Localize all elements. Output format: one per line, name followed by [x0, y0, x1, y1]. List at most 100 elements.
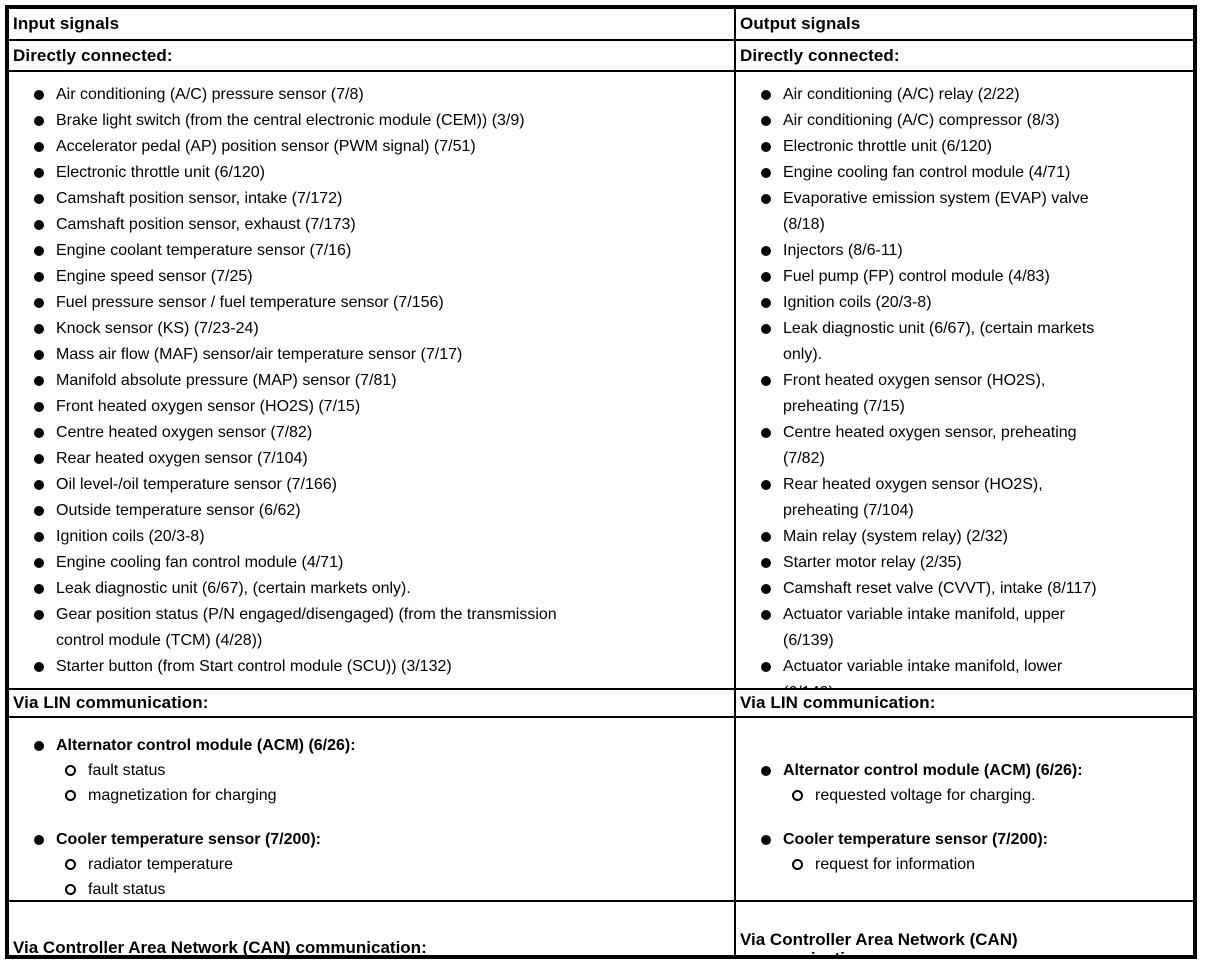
list-item: Engine cooling fan control module (4/71)	[9, 550, 734, 576]
bullet-icon	[34, 324, 44, 334]
list-item: Starter button (from Start control modul…	[9, 654, 734, 680]
open-circle-bullet-icon	[65, 790, 76, 801]
bullet-icon	[761, 90, 771, 100]
list-item-text: Centre heated oxygen sensor, preheating …	[783, 424, 1077, 467]
section-label: Directly connected:	[13, 45, 173, 65]
bullet-icon	[34, 376, 44, 386]
list-item-text: Air conditioning (A/C) relay (2/22)	[783, 86, 1020, 103]
list-item: Manifold absolute pressure (MAP) sensor …	[9, 368, 734, 394]
list-item: Outside temperature sensor (6/62)	[9, 498, 734, 524]
bullet-icon	[34, 168, 44, 178]
list-item-text: Injectors (8/6-11)	[783, 242, 903, 259]
bullet-icon	[761, 584, 771, 594]
list-item: Injectors (8/6-11)	[736, 238, 1193, 264]
list-item-text: Electronic throttle unit (6/120)	[783, 138, 992, 155]
list-item: Air conditioning (A/C) relay (2/22)	[736, 82, 1193, 108]
list-item-text: Rear heated oxygen sensor (7/104)	[56, 450, 308, 467]
lin-sub-item-text: fault status	[88, 881, 166, 898]
list-item: Gear position status (P/N engaged/diseng…	[9, 602, 734, 654]
list-item: Air conditioning (A/C) compressor (8/3)	[736, 108, 1193, 134]
bullet-icon	[34, 662, 44, 672]
list-item-text: Centre heated oxygen sensor (7/82)	[56, 424, 313, 441]
bullet-icon	[34, 741, 44, 751]
list-item-text: Mass air flow (MAF) sensor/air temperatu…	[56, 346, 463, 363]
list-item-text: Front heated oxygen sensor (HO2S), prehe…	[783, 372, 1046, 415]
list-item: Ignition coils (20/3-8)	[736, 290, 1193, 316]
list-item-text: Fuel pressure sensor / fuel temperature …	[56, 294, 444, 311]
output-directly-connected-header: Directly connected:	[736, 41, 1193, 72]
section-label: Via Controller Area Network (CAN) commun…	[740, 930, 1018, 955]
list-item: Air conditioning (A/C) pressure sensor (…	[9, 82, 734, 108]
bullet-icon	[34, 402, 44, 412]
bullet-icon	[761, 532, 771, 542]
list-item: Electronic throttle unit (6/120)	[9, 160, 734, 186]
lin-group-title: Cooler temperature sensor (7/200):	[736, 827, 1193, 852]
bullet-icon	[34, 246, 44, 256]
list-item-text: Knock sensor (KS) (7/23-24)	[56, 320, 259, 337]
bullet-icon	[34, 194, 44, 204]
bullet-icon	[761, 428, 771, 438]
list-item-text: Accelerator pedal (AP) position sensor (…	[56, 138, 476, 155]
list-item-text: Front heated oxygen sensor (HO2S) (7/15)	[56, 398, 361, 415]
lin-sub-item-text: requested voltage for charging.	[815, 787, 1036, 804]
open-circle-bullet-icon	[65, 765, 76, 776]
bullet-icon	[34, 480, 44, 490]
input-directly-connected-header: Directly connected:	[9, 41, 736, 72]
list-item-text: Electronic throttle unit (6/120)	[56, 164, 265, 181]
lin-sub-item: radiator temperature	[9, 852, 734, 877]
lin-group-title-text: Cooler temperature sensor (7/200):	[56, 831, 321, 848]
list-item: Mass air flow (MAF) sensor/air temperatu…	[9, 342, 734, 368]
bullet-icon	[761, 142, 771, 152]
list-item-text: Outside temperature sensor (6/62)	[56, 502, 301, 519]
list-item: Camshaft position sensor, exhaust (7/173…	[9, 212, 734, 238]
bullet-icon	[761, 480, 771, 490]
list-item: Engine speed sensor (7/25)	[9, 264, 734, 290]
list-item-text: Air conditioning (A/C) compressor (8/3)	[783, 112, 1060, 129]
list-item-text: Leak diagnostic unit (6/67), (certain ma…	[56, 580, 411, 597]
list-item: Camshaft position sensor, intake (7/172)	[9, 186, 734, 212]
lin-sub-item: fault status	[9, 758, 734, 783]
bullet-icon	[761, 298, 771, 308]
list-item-text: Ignition coils (20/3-8)	[56, 528, 205, 545]
output-signals-header-label: Output signals	[740, 14, 861, 33]
list-item-text: Engine cooling fan control module (4/71)	[783, 164, 1071, 181]
lin-group-title-text: Cooler temperature sensor (7/200):	[783, 831, 1048, 848]
bullet-icon	[761, 558, 771, 568]
list-item-text: Brake light switch (from the central ele…	[56, 112, 525, 129]
list-item: Engine coolant temperature sensor (7/16)	[9, 238, 734, 264]
list-item: Brake light switch (from the central ele…	[9, 108, 734, 134]
lin-sub-item-text: fault status	[88, 762, 166, 779]
section-label: Via Controller Area Network (CAN) commun…	[13, 938, 427, 955]
list-item-text: Main relay (system relay) (2/32)	[783, 528, 1008, 545]
list-item: Actuator variable intake manifold, upper…	[736, 602, 1193, 654]
bullet-icon	[761, 835, 771, 845]
list-item-text: Starter motor relay (2/35)	[783, 554, 962, 571]
signals-table: Input signals Output signals Directly co…	[5, 5, 1197, 959]
bullet-icon	[34, 142, 44, 152]
list-item: Camshaft reset valve (CVVT), intake (8/1…	[736, 576, 1193, 602]
list-item-text: Actuator variable intake manifold, upper…	[783, 606, 1065, 649]
input-can-header: Via Controller Area Network (CAN) commun…	[9, 902, 736, 955]
lin-sub-item-text: radiator temperature	[88, 856, 233, 873]
bullet-icon	[34, 532, 44, 542]
bullet-icon	[34, 220, 44, 230]
list-item-text: Oil level-/oil temperature sensor (7/166…	[56, 476, 338, 493]
list-item: Front heated oxygen sensor (HO2S) (7/15)	[9, 394, 734, 420]
list-item-text: Camshaft reset valve (CVVT), intake (8/1…	[783, 580, 1097, 597]
bullet-icon	[761, 662, 771, 672]
list-item: Ignition coils (20/3-8)	[9, 524, 734, 550]
list-item-text: Camshaft position sensor, exhaust (7/173…	[56, 216, 356, 233]
lin-sub-item: request for information	[736, 852, 1193, 877]
list-item: Engine cooling fan control module (4/71)	[736, 160, 1193, 186]
list-item: Fuel pressure sensor / fuel temperature …	[9, 290, 734, 316]
section-label: Directly connected:	[740, 45, 900, 65]
lin-group-title: Cooler temperature sensor (7/200):	[9, 827, 734, 852]
output-can-header: Via Controller Area Network (CAN) commun…	[736, 902, 1193, 955]
list-item-text: Air conditioning (A/C) pressure sensor (…	[56, 86, 364, 103]
output-directly-connected-list: Air conditioning (A/C) relay (2/22) Air c…	[736, 72, 1193, 690]
input-directly-connected-list: Air conditioning (A/C) pressure sensor (…	[9, 72, 736, 690]
list-item: Evaporative emission system (EVAP) valve…	[736, 186, 1193, 238]
list-item-text: Fuel pump (FP) control module (4/83)	[783, 268, 1050, 285]
list-item: Centre heated oxygen sensor, preheating …	[736, 420, 1193, 472]
list-item: Rear heated oxygen sensor (7/104)	[9, 446, 734, 472]
